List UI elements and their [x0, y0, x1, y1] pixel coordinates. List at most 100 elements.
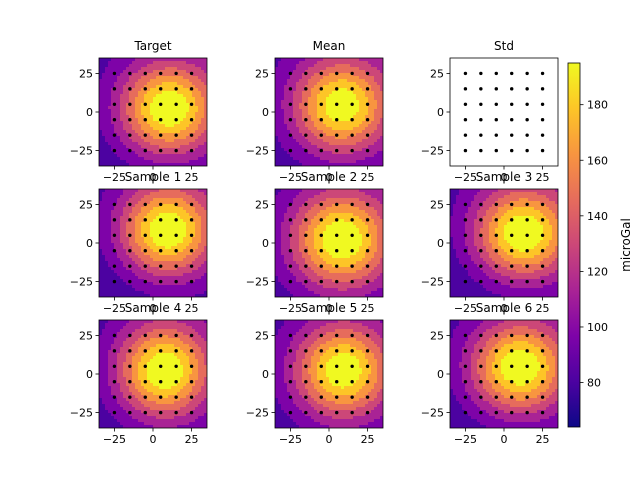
station-point	[540, 102, 545, 106]
field-cell	[105, 91, 109, 95]
field-cell	[99, 148, 103, 152]
field-cell	[123, 67, 127, 71]
field-cell	[317, 201, 321, 205]
field-cell	[362, 109, 366, 113]
field-cell	[168, 210, 172, 214]
field-cell	[126, 219, 130, 223]
field-cell	[153, 58, 157, 62]
field-cell	[99, 145, 103, 149]
field-cell	[192, 240, 196, 244]
field-cell	[281, 73, 285, 77]
field-cell	[105, 148, 109, 152]
field-cell	[123, 201, 127, 205]
field-cell	[105, 130, 109, 134]
field-cell	[168, 112, 172, 116]
field-cell	[281, 127, 285, 131]
field-cell	[308, 246, 312, 250]
field-cell	[144, 270, 148, 274]
field-cell	[99, 198, 103, 202]
field-cell	[332, 237, 336, 241]
field-cell	[156, 282, 160, 286]
field-cell	[186, 243, 190, 247]
field-cell	[198, 61, 202, 65]
field-cell	[195, 97, 199, 101]
y-tick-label: −25	[246, 145, 269, 158]
field-cell	[150, 127, 154, 131]
field-cell	[335, 151, 339, 155]
field-cell	[344, 103, 348, 107]
field-cell	[380, 106, 383, 110]
field-cell	[204, 61, 207, 65]
field-cell	[153, 267, 157, 271]
field-cell	[99, 228, 103, 232]
field-cell	[99, 201, 103, 205]
field-cell	[308, 112, 312, 116]
field-cell	[201, 163, 205, 166]
field-cell	[168, 207, 172, 211]
field-cell	[171, 151, 175, 155]
field-cell	[159, 121, 163, 125]
field-cell	[114, 207, 118, 211]
field-cell	[111, 267, 115, 271]
field-cell	[132, 258, 136, 262]
field-cell	[326, 97, 330, 101]
field-cell	[99, 261, 103, 265]
field-cell	[189, 139, 193, 143]
field-cell	[296, 82, 300, 86]
field-cell	[377, 118, 381, 122]
field-cell	[275, 204, 279, 208]
field-cell	[323, 100, 327, 104]
field-cell	[108, 85, 112, 89]
field-cell	[174, 121, 178, 125]
field-cell	[317, 213, 321, 217]
field-cell	[165, 207, 169, 211]
field-cell	[335, 294, 339, 297]
field-cell	[186, 267, 190, 271]
field-cell	[323, 64, 327, 68]
field-cell	[189, 237, 193, 241]
field-cell	[332, 100, 336, 104]
field-cell	[147, 154, 151, 158]
field-cell	[150, 112, 154, 116]
field-cell	[356, 67, 360, 71]
field-cell	[323, 198, 327, 202]
field-cell	[150, 160, 154, 164]
field-cell	[141, 79, 145, 83]
field-cell	[317, 73, 321, 77]
field-cell	[287, 73, 291, 77]
field-cell	[302, 106, 306, 110]
field-cell	[111, 106, 115, 110]
field-cell	[201, 288, 205, 292]
field-cell	[368, 85, 372, 89]
field-cell	[290, 136, 294, 140]
field-cell	[326, 201, 330, 205]
field-cell	[344, 294, 348, 297]
field-cell	[183, 112, 187, 116]
field-cell	[165, 234, 169, 238]
field-cell	[347, 70, 351, 74]
field-cell	[153, 252, 157, 256]
field-cell	[180, 195, 184, 199]
station-point	[174, 218, 178, 222]
field-cell	[320, 151, 324, 155]
field-cell	[296, 294, 300, 297]
field-cell	[371, 91, 375, 95]
y-tick-label: 25	[79, 67, 93, 80]
field-cell	[135, 91, 139, 95]
field-cell	[344, 228, 348, 232]
field-cell	[198, 97, 202, 101]
field-cell	[138, 210, 142, 214]
field-cell	[150, 258, 154, 262]
field-cell	[189, 201, 193, 205]
field-cell	[293, 291, 297, 295]
field-cell	[371, 58, 375, 62]
field-cell	[153, 288, 157, 292]
station-point	[159, 249, 163, 253]
field-cell	[174, 276, 178, 280]
field-cell	[341, 142, 345, 146]
field-cell	[201, 210, 205, 214]
field-cell	[168, 88, 172, 92]
field-cell	[293, 118, 297, 122]
field-cell	[183, 106, 187, 110]
field-cell	[278, 103, 282, 107]
